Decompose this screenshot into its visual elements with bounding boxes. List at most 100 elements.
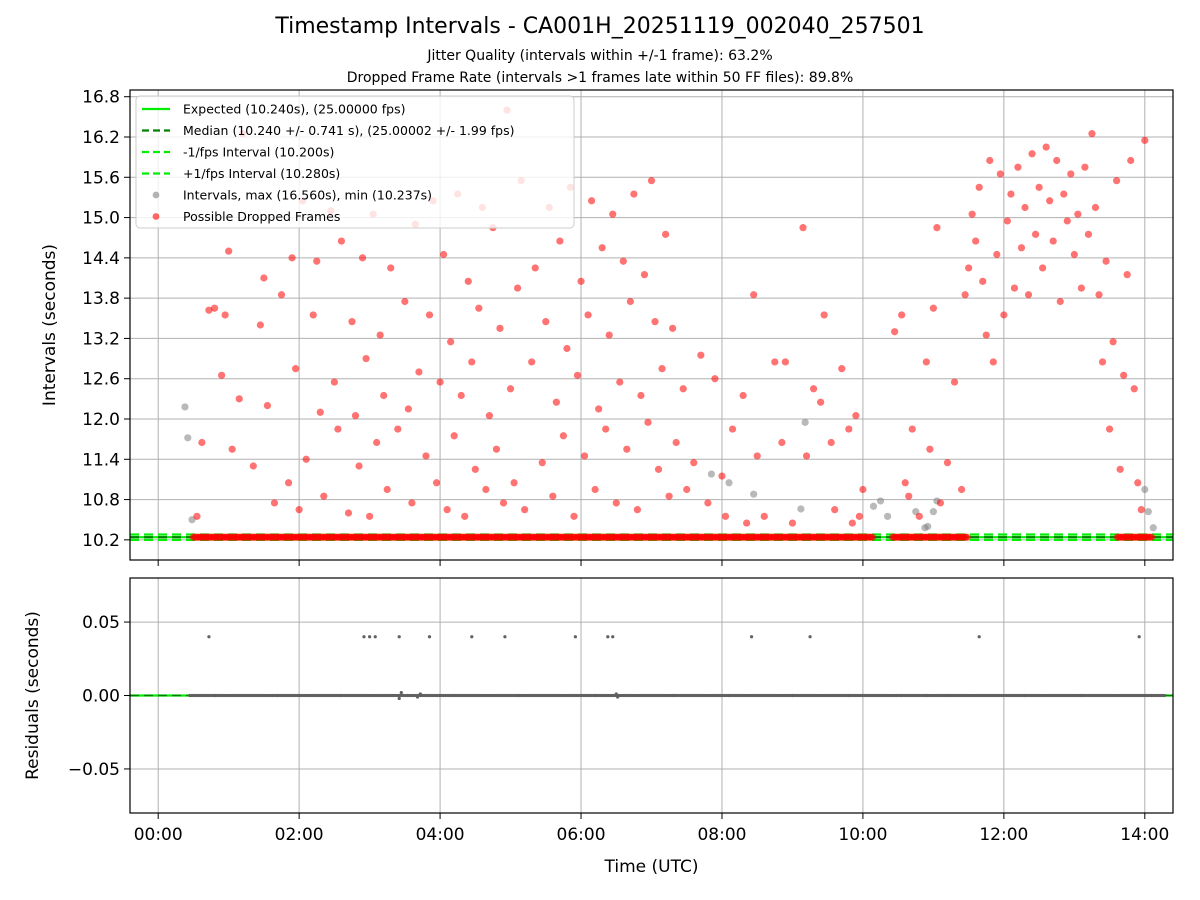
- residual-point: [470, 635, 474, 639]
- dropped-frame-point: [753, 452, 761, 460]
- dropped-frame-point: [334, 425, 342, 433]
- dropped-frame-point: [510, 479, 518, 487]
- residual-point: [790, 693, 795, 698]
- dropped-frame-point: [432, 479, 441, 487]
- residual-point: [207, 635, 211, 639]
- bottom-x-tick-label: 04:00: [416, 825, 465, 845]
- residual-point: [1137, 635, 1141, 639]
- dropped-frame-point: [1095, 291, 1103, 299]
- dropped-frame-point: [901, 479, 909, 487]
- dropped-frame-point: [344, 509, 353, 517]
- dropped-frame-point: [450, 432, 458, 440]
- dropped-frame-point: [619, 257, 627, 265]
- top-y-tick-label: 10.8: [82, 491, 120, 511]
- dropped-frame-point: [855, 512, 863, 520]
- dropped-frame-point: [292, 365, 300, 373]
- bottom-y-tick-label: −0.05: [68, 760, 120, 780]
- dropped-frame-point: [936, 499, 945, 507]
- dropped-frame-point: [228, 445, 236, 453]
- residual-point: [418, 692, 422, 696]
- residual-point: [727, 693, 731, 698]
- interval-point: [883, 512, 892, 520]
- dropped-frame-point: [260, 274, 268, 282]
- dropped-frame-point: [982, 331, 990, 339]
- interval-point: [184, 434, 192, 442]
- dropped-frame-point: [1010, 284, 1019, 292]
- dropped-frame-point: [440, 250, 448, 259]
- dropped-frame-point: [926, 445, 934, 453]
- interval-point: [801, 418, 809, 426]
- dropped-frame-point: [1014, 163, 1022, 171]
- dropped-frame-point: [584, 311, 592, 319]
- dropped-frame-point: [961, 291, 969, 299]
- dropped-frame-point: [284, 479, 293, 487]
- dropped-frame-point: [404, 405, 412, 413]
- dropped-frame-point: [683, 485, 691, 494]
- bottom-y-tick-label: 0.00: [82, 687, 120, 707]
- dropped-frame-point: [415, 368, 423, 376]
- residual-point: [900, 693, 904, 698]
- residual-point: [503, 635, 507, 639]
- legend-label: Median (10.240 +/- 0.741 s), (25.00002 +…: [183, 123, 514, 138]
- dropped-frame-point: [891, 328, 899, 336]
- dropped-frame-point: [573, 371, 582, 379]
- dropped-frame-point: [778, 438, 786, 447]
- dropped-frame-point: [644, 418, 652, 426]
- bottom-x-axis-ticks: 00:00 02:00 04:00 06:00 08:00 10:00 12:00 14:00: [134, 813, 1169, 845]
- dropped-frame-point: [1063, 217, 1071, 225]
- interval-point: [181, 403, 189, 411]
- top-y-tick-label: 15.0: [82, 209, 120, 229]
- dropped-frame-point: [337, 237, 346, 245]
- dropped-frame-point: [679, 385, 687, 393]
- interval-point: [1149, 524, 1157, 532]
- dropped-frame-point: [362, 354, 370, 363]
- dropped-frame-point: [1134, 479, 1142, 487]
- dropped-frame-point: [218, 371, 226, 379]
- bottom-x-tick-label: 02:00: [275, 825, 324, 845]
- dropped-frame-point: [355, 462, 363, 470]
- dropped-frame-point: [1077, 284, 1085, 292]
- dropped-frame-point: [852, 412, 860, 420]
- dropped-frame-point: [697, 351, 705, 359]
- interval-point: [1144, 508, 1152, 516]
- dropped-frame-point: [447, 338, 455, 346]
- legend-label: Expected (10.240s), (25.00000 fps): [183, 102, 405, 117]
- dropped-frame-point: [933, 224, 941, 232]
- dropped-frame-point: [580, 452, 589, 460]
- bottom-y-tick-label: 0.05: [82, 613, 120, 633]
- dropped-frame-point: [408, 499, 416, 507]
- dropped-frame-point: [443, 506, 451, 514]
- dropped-frame-point: [499, 499, 508, 507]
- dropped-frame-point: [295, 506, 303, 514]
- dropped-frame-point: [506, 385, 515, 393]
- residual-point: [924, 693, 928, 698]
- dropped-frame-point: [630, 190, 638, 198]
- dropped-frame-point: [728, 425, 737, 433]
- dropped-frame-point: [380, 391, 388, 400]
- dropped-frame-point: [1105, 425, 1114, 433]
- dropped-frame-point: [471, 465, 479, 473]
- residual-point: [616, 695, 620, 699]
- dropped-frame-point: [320, 492, 328, 500]
- dropped-frame-point: [198, 438, 206, 447]
- x-axis-label: Time (UTC): [604, 857, 699, 877]
- residual-point: [671, 693, 675, 698]
- dropped-frame-point: [1116, 465, 1124, 473]
- dropped-frame-point: [358, 254, 367, 262]
- dropped-frame-point: [1098, 358, 1107, 366]
- dropped-frame-point: [623, 445, 631, 453]
- dropped-frame-point: [1102, 257, 1110, 265]
- dropped-frame-point: [1007, 190, 1015, 198]
- bottom-x-tick-label: 06:00: [557, 825, 606, 845]
- dropped-frame-point: [898, 311, 906, 319]
- dropped-frame-point: [401, 297, 409, 306]
- dropped-frame-point: [760, 512, 768, 520]
- residual-point: [276, 693, 280, 698]
- dropped-frame-point: [464, 277, 472, 285]
- bottom-y-axis-label: Residuals (seconds): [23, 611, 43, 780]
- chart-subtitle-jitter: Jitter Quality (intervals within +/-1 fr…: [427, 48, 773, 64]
- dropped-frame-point: [1046, 197, 1054, 205]
- top-y-tick-label: 15.6: [82, 168, 120, 188]
- interval-point: [929, 508, 937, 516]
